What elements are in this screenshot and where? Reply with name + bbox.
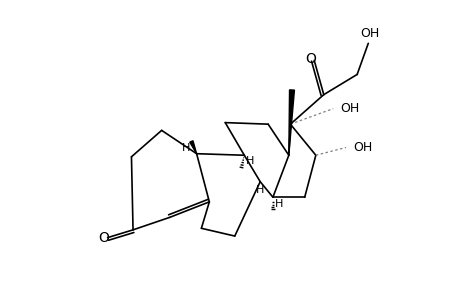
Text: OH: OH bbox=[359, 27, 379, 40]
Text: OH: OH bbox=[340, 102, 359, 115]
Text: H: H bbox=[246, 156, 254, 166]
Polygon shape bbox=[190, 141, 196, 154]
Text: H: H bbox=[182, 143, 190, 153]
Text: OH: OH bbox=[352, 141, 371, 154]
Text: H: H bbox=[274, 199, 282, 209]
Polygon shape bbox=[288, 90, 294, 155]
Text: O: O bbox=[98, 231, 109, 244]
Text: H: H bbox=[256, 185, 264, 195]
Text: O: O bbox=[305, 52, 315, 66]
